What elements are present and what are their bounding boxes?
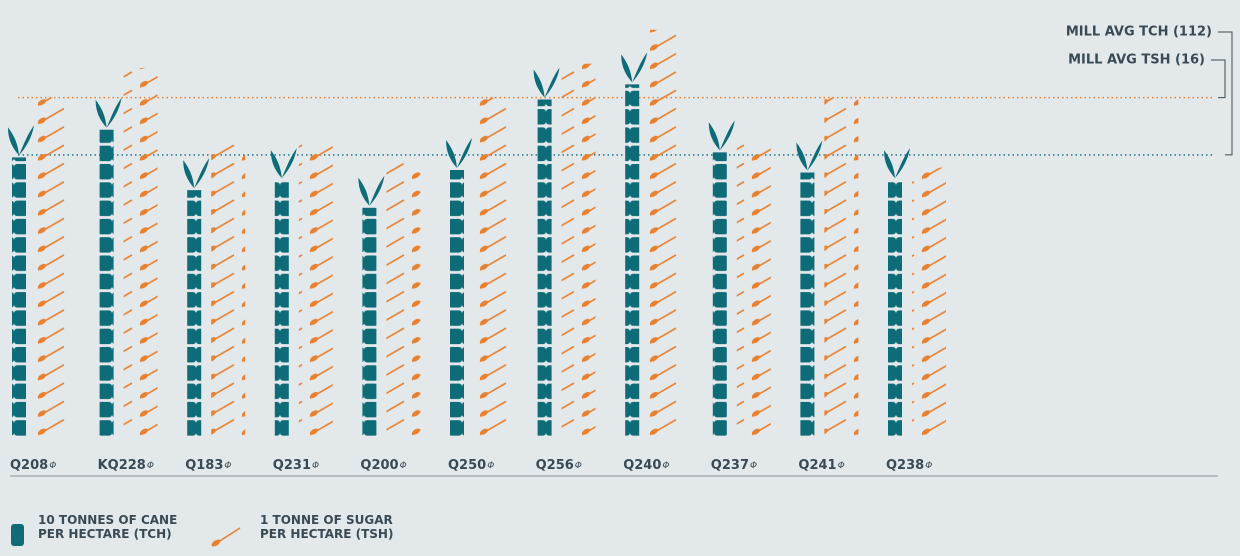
sugar (561, 63, 596, 438)
cane (183, 158, 210, 437)
cane-stalk (888, 180, 902, 437)
reference-bracket (1211, 59, 1226, 99)
category-mark: Φ (224, 461, 231, 471)
category-mark: Φ (147, 461, 154, 471)
x-tick-label: Q250Φ (448, 458, 494, 473)
category-mark: Φ (750, 461, 757, 471)
sugar (211, 144, 246, 437)
x-tick-label: Q231Φ (273, 458, 319, 473)
x-tick-label: Q237Φ (711, 458, 757, 473)
category: Q256 (536, 458, 574, 473)
x-tick-label: Q238Φ (886, 458, 932, 473)
cane-stalk (362, 207, 377, 437)
cane-stalk (12, 157, 26, 437)
cane (621, 52, 648, 437)
cane (533, 67, 560, 438)
category-mark: Φ (838, 461, 845, 471)
cane-stalk (712, 152, 727, 437)
reference-label: MILL AVG TCH (112) (1066, 25, 1212, 40)
cane-stalk (537, 99, 552, 438)
x-tick-label: Q256Φ (536, 458, 582, 473)
cane-leaves (358, 175, 385, 206)
sugar (36, 97, 70, 437)
category: Q200 (360, 458, 398, 473)
x-tick-label: Q208Φ (10, 458, 56, 473)
category: Q238 (886, 458, 924, 473)
cane (884, 148, 910, 437)
cane-leaves (183, 158, 210, 189)
category: KQ228 (98, 458, 146, 473)
category: Q183 (185, 458, 223, 473)
cane (446, 138, 472, 437)
sugar (649, 29, 684, 437)
x-tick-label: Q200Φ (360, 458, 406, 473)
category: Q237 (711, 458, 749, 473)
cane-stalk (187, 190, 202, 437)
cane (8, 125, 34, 437)
reference-bracket (1218, 31, 1233, 156)
sugar (298, 144, 333, 437)
sugar (736, 144, 771, 437)
category: Q240 (623, 458, 661, 473)
category: Q208 (10, 458, 48, 473)
x-tick-label: Q183Φ (185, 458, 231, 473)
sugar (386, 163, 421, 437)
legend-label: 1 TONNE OF SUGAR PER HECTARE (TSH) (260, 513, 394, 541)
sugar (912, 167, 946, 437)
cane-stalk (800, 172, 815, 437)
category-mark: Φ (487, 461, 494, 471)
sugar (474, 97, 508, 437)
cane-stalk (274, 180, 289, 437)
cane-leaves (621, 52, 648, 83)
category: Q231 (273, 458, 311, 473)
category-mark: Φ (662, 461, 669, 471)
category-mark: Φ (49, 461, 56, 471)
cane (708, 120, 735, 437)
cane-leaves (708, 120, 735, 151)
cane-leaves (884, 148, 910, 179)
x-tick-label: Q241Φ (798, 458, 844, 473)
sugar (123, 67, 158, 438)
category-mark: Φ (312, 461, 319, 471)
cane-leaves (8, 125, 34, 156)
reference-label: MILL AVG TSH (16) (1068, 53, 1205, 68)
cane (358, 175, 385, 437)
cane-leaves (270, 148, 297, 179)
cane (270, 148, 297, 437)
category-mark: Φ (925, 461, 932, 471)
sugar (824, 97, 859, 437)
cane-stalk (99, 129, 114, 437)
cane-leaves (95, 97, 122, 128)
cane-leaves (796, 140, 823, 171)
category: Q241 (798, 458, 836, 473)
cane-leaves (533, 67, 560, 98)
cane-leaves (446, 138, 472, 169)
x-tick-label: Q240Φ (623, 458, 669, 473)
cane-stalk (450, 170, 464, 437)
cane (95, 97, 122, 437)
x-tick-label: KQ228Φ (98, 458, 154, 473)
category: Q250 (448, 458, 486, 473)
category-mark: Φ (575, 461, 582, 471)
cane (796, 140, 823, 437)
legend-label: 10 TONNES OF CANE PER HECTARE (TCH) (38, 513, 178, 541)
cane-stalk (625, 84, 640, 437)
category-mark: Φ (400, 461, 407, 471)
